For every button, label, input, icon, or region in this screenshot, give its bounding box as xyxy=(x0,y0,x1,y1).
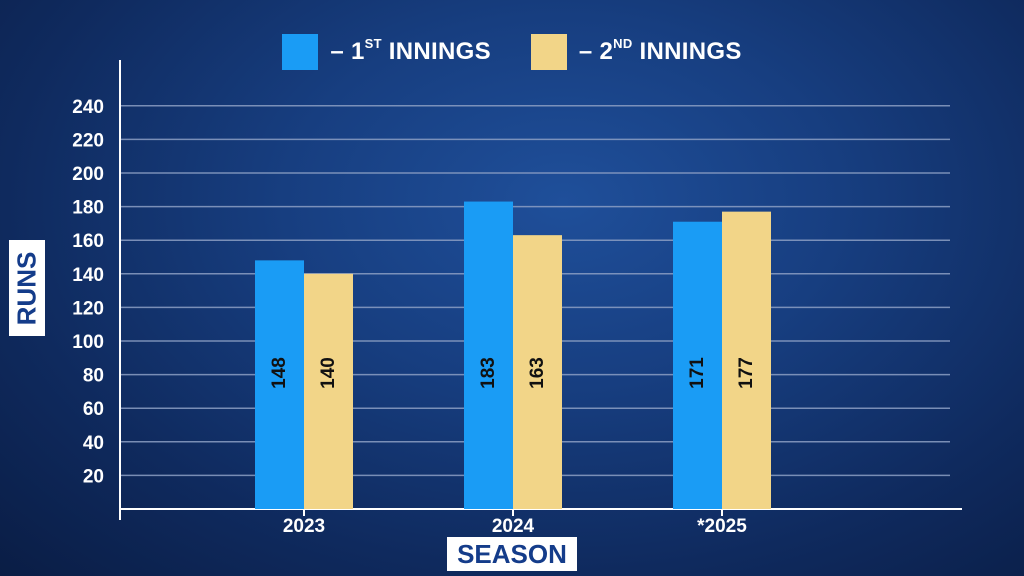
bar-value-label: 177 xyxy=(736,357,757,389)
legend-swatch-first-innings xyxy=(282,34,319,70)
y-tick-label: 200 xyxy=(72,164,104,185)
bar-second-innings xyxy=(722,211,771,509)
y-tick-label: 240 xyxy=(72,97,104,118)
y-tick-label: 160 xyxy=(72,231,104,252)
bar-value-label: 140 xyxy=(318,357,339,389)
x-axis-title: SEASON xyxy=(457,538,567,569)
y-tick-label: 220 xyxy=(72,130,104,151)
bar-first-innings xyxy=(255,260,304,509)
bar-value-label: 148 xyxy=(269,357,290,389)
y-axis-title: RUNS xyxy=(11,251,42,325)
bar-value-label: 183 xyxy=(478,357,499,389)
x-tick-label: 2023 xyxy=(283,516,325,537)
x-tick-label: 2024 xyxy=(492,516,535,537)
x-tick-label: *2025 xyxy=(697,516,747,537)
bar-first-innings xyxy=(464,201,513,509)
y-tick-label: 40 xyxy=(83,433,104,454)
bar-first-innings xyxy=(673,221,722,509)
legend-label-second-innings: – 2ND INNINGS xyxy=(578,36,742,65)
y-tick-label: 180 xyxy=(72,198,104,219)
y-tick-label: 60 xyxy=(83,399,104,420)
bar-value-label: 171 xyxy=(687,357,708,389)
y-axis-title-box: RUNS xyxy=(9,240,45,336)
y-tick-label: 100 xyxy=(72,332,104,353)
y-tick-label: 120 xyxy=(72,298,104,319)
chart-legend: – 1ST INNINGS – 2ND INNINGS xyxy=(0,32,1024,72)
legend-item-first-innings: – 1ST INNINGS xyxy=(282,34,491,70)
y-tick-label: 140 xyxy=(72,265,104,286)
legend-label-first-innings: – 1ST INNINGS xyxy=(330,36,491,65)
bar-second-innings xyxy=(513,235,562,509)
bar-second-innings xyxy=(304,273,353,509)
bar-value-label: 163 xyxy=(527,357,548,389)
legend-item-second-innings: – 2ND INNINGS xyxy=(530,34,742,70)
x-axis-title-box: SEASON xyxy=(447,537,577,571)
y-tick-label: 80 xyxy=(83,366,104,387)
y-tick-label: 20 xyxy=(83,466,104,487)
legend-swatch-second-innings xyxy=(530,34,567,70)
